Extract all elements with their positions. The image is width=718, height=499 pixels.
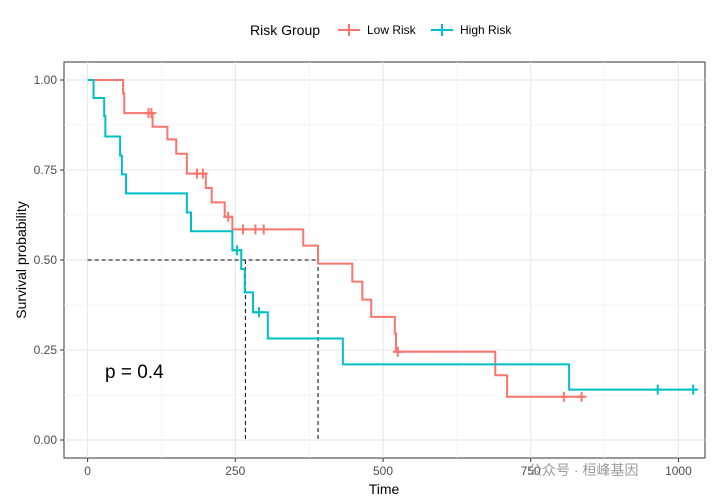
x-tick-label: 250	[225, 464, 245, 478]
survival-curve-high-risk	[87, 79, 697, 391]
legend-entry-low-risk: Low Risk	[338, 23, 417, 37]
y-tick-label: 1.00	[34, 73, 58, 87]
y-axis: 0.00 0.25 0.50 0.75 1.00	[34, 73, 64, 447]
y-axis-title: Survival probability	[13, 201, 29, 319]
y-tick-label: 0.00	[34, 433, 58, 447]
x-axis: 0 250 500 750 1000	[84, 458, 692, 478]
legend: Risk Group Low Risk High Risk	[250, 22, 512, 38]
legend-label-high-risk: High Risk	[460, 23, 512, 37]
survival-series	[87, 79, 699, 402]
survival-curve-low-risk	[87, 79, 584, 398]
x-tick-label: 750	[521, 464, 541, 478]
x-tick-label: 0	[84, 464, 91, 478]
x-tick-label: 1000	[665, 464, 692, 478]
censor-mark-low-risk	[258, 224, 269, 235]
censor-mark-low-risk	[146, 108, 157, 119]
watermark: 公众号 · 桓峰基因	[528, 462, 638, 478]
censor-mark-low-risk	[238, 224, 249, 235]
censor-mark-high-risk	[253, 307, 264, 318]
censor-mark-low-risk	[197, 168, 208, 179]
y-tick-label: 0.50	[34, 253, 58, 267]
legend-entry-high-risk: High Risk	[431, 23, 512, 37]
legend-label-low-risk: Low Risk	[367, 23, 417, 37]
censor-mark-low-risk	[223, 211, 234, 222]
censor-mark-high-risk	[652, 384, 663, 395]
y-tick-label: 0.25	[34, 343, 58, 357]
censor-mark-low-risk	[558, 391, 569, 402]
censor-mark-low-risk	[576, 391, 587, 402]
censor-mark-high-risk	[232, 245, 243, 256]
censor-mark-high-risk	[688, 384, 699, 395]
censor-mark-low-risk	[392, 346, 403, 357]
grid	[64, 62, 705, 458]
x-axis-title: Time	[369, 481, 400, 497]
y-tick-label: 0.75	[34, 163, 58, 177]
p-value-annotation: p = 0.4	[105, 362, 164, 383]
legend-title: Risk Group	[250, 22, 320, 38]
x-tick-label: 500	[373, 464, 393, 478]
